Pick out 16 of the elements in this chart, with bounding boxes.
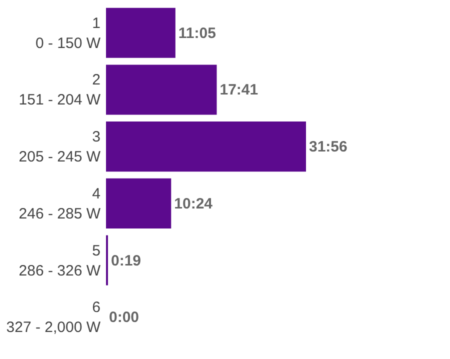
y-tick-label: 5 286 - 326 W (18, 242, 102, 280)
data-label: 11:05 (178, 24, 216, 42)
data-label: 0:19 (110, 252, 142, 270)
bar (106, 64, 217, 115)
data-label: 31:56 (309, 138, 348, 156)
bar (106, 178, 172, 228)
data-label: 10:24 (174, 195, 214, 212)
bar (106, 8, 176, 58)
y-tick-label: 2 151 - 204 W (18, 72, 102, 109)
y-tick-label: 3 205 - 245 W (18, 128, 102, 166)
data-label: 17:41 (220, 82, 258, 99)
bar (106, 122, 306, 172)
y-tick-label: 6 327 - 2,000 W (6, 299, 102, 336)
data-label: 0:00 (109, 309, 140, 326)
y-tick-label: 4 246 - 285 W (18, 185, 102, 222)
y-tick-label: 1 0 - 150 W (35, 14, 102, 52)
